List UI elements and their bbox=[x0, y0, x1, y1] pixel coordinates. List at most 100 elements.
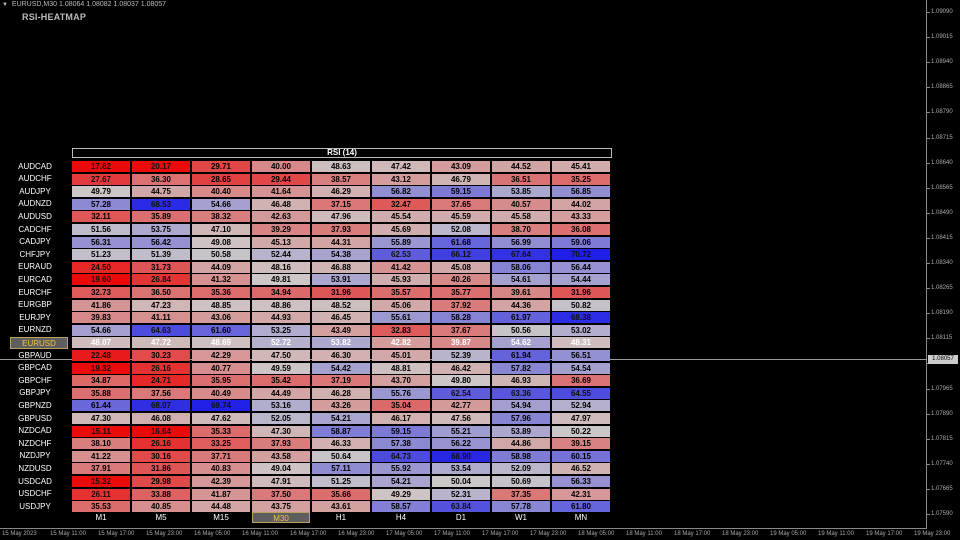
rsi-cell[interactable]: 58.87 bbox=[312, 425, 370, 437]
rsi-cell[interactable]: 46.45 bbox=[312, 312, 370, 324]
rsi-cell[interactable]: 34.94 bbox=[252, 287, 310, 298]
rsi-cell[interactable]: 33.88 bbox=[132, 488, 190, 500]
rsi-cell[interactable]: 54.94 bbox=[492, 400, 550, 412]
rsi-cell[interactable]: 44.93 bbox=[252, 312, 310, 324]
rsi-cell[interactable]: 55.61 bbox=[372, 312, 430, 324]
rsi-cell[interactable]: 67.64 bbox=[492, 249, 550, 261]
rsi-cell[interactable]: 24.71 bbox=[132, 375, 190, 387]
rsi-cell[interactable]: 43.06 bbox=[192, 312, 250, 324]
rsi-cell[interactable]: 47.91 bbox=[252, 476, 310, 487]
rsi-cell[interactable]: 43.12 bbox=[372, 173, 430, 185]
rsi-cell[interactable]: 68.53 bbox=[132, 198, 190, 210]
rsi-cell[interactable]: 45.01 bbox=[372, 350, 430, 361]
rsi-cell[interactable]: 45.08 bbox=[432, 261, 490, 273]
rsi-cell[interactable]: 32.11 bbox=[72, 211, 130, 223]
timeframe-label-d1[interactable]: D1 bbox=[455, 513, 467, 522]
rsi-cell[interactable]: 50.04 bbox=[432, 476, 490, 487]
timeframe-label-m5[interactable]: M5 bbox=[155, 513, 167, 522]
rsi-cell[interactable]: 43.70 bbox=[372, 375, 430, 387]
rsi-cell[interactable]: 53.91 bbox=[312, 274, 370, 286]
symbol-label-gbpchf[interactable]: GBPCHF bbox=[18, 375, 52, 385]
rsi-cell[interactable]: 42.77 bbox=[432, 400, 490, 412]
rsi-cell[interactable]: 16.64 bbox=[132, 425, 190, 437]
rsi-cell[interactable]: 55.21 bbox=[432, 425, 490, 437]
rsi-cell[interactable]: 53.89 bbox=[492, 425, 550, 437]
rsi-cell[interactable]: 48.86 bbox=[252, 299, 310, 311]
rsi-cell[interactable]: 69.74 bbox=[192, 400, 250, 412]
rsi-cell[interactable]: 47.96 bbox=[312, 211, 370, 223]
rsi-cell[interactable]: 60.15 bbox=[552, 450, 610, 462]
symbol-label-gbpcad[interactable]: GBPCAD bbox=[18, 363, 52, 373]
symbol-label-cadjpy[interactable]: CADJPY bbox=[19, 237, 51, 247]
symbol-label-eurusd[interactable]: EURUSD bbox=[10, 336, 68, 349]
rsi-cell[interactable]: 57.78 bbox=[492, 501, 550, 513]
rsi-cell[interactable]: 56.51 bbox=[552, 350, 610, 361]
rsi-cell[interactable]: 61.44 bbox=[72, 400, 130, 412]
rsi-cell[interactable]: 47.30 bbox=[72, 413, 130, 424]
rsi-cell[interactable]: 22.48 bbox=[72, 350, 130, 361]
rsi-cell[interactable]: 38.70 bbox=[492, 224, 550, 235]
rsi-cell[interactable]: 38.57 bbox=[312, 173, 370, 185]
rsi-cell[interactable]: 64.63 bbox=[132, 324, 190, 336]
rsi-cell[interactable]: 56.85 bbox=[552, 186, 610, 198]
rsi-cell[interactable]: 15.32 bbox=[72, 476, 130, 487]
rsi-cell[interactable]: 19.32 bbox=[72, 362, 130, 374]
rsi-cell[interactable]: 57.82 bbox=[492, 362, 550, 374]
rsi-cell[interactable]: 36.50 bbox=[132, 287, 190, 298]
rsi-cell[interactable]: 20.17 bbox=[132, 161, 190, 172]
rsi-cell[interactable]: 45.69 bbox=[372, 224, 430, 235]
rsi-cell[interactable]: 58.98 bbox=[492, 450, 550, 462]
rsi-cell[interactable]: 43.49 bbox=[312, 324, 370, 336]
timeframe-label-m1[interactable]: M1 bbox=[95, 513, 107, 522]
rsi-cell[interactable]: 53.02 bbox=[552, 324, 610, 336]
rsi-cell[interactable]: 56.82 bbox=[372, 186, 430, 198]
rsi-cell[interactable]: 57.11 bbox=[312, 463, 370, 475]
rsi-cell[interactable]: 29.98 bbox=[132, 476, 190, 487]
rsi-cell[interactable]: 26.11 bbox=[72, 488, 130, 500]
rsi-cell[interactable]: 56.99 bbox=[492, 236, 550, 248]
rsi-cell[interactable]: 46.29 bbox=[312, 186, 370, 198]
rsi-cell[interactable]: 46.88 bbox=[312, 261, 370, 273]
rsi-cell[interactable]: 35.25 bbox=[552, 173, 610, 185]
rsi-cell[interactable]: 49.08 bbox=[192, 236, 250, 248]
rsi-cell[interactable]: 51.56 bbox=[72, 224, 130, 235]
rsi-cell[interactable]: 40.85 bbox=[132, 501, 190, 513]
rsi-cell[interactable]: 52.44 bbox=[252, 249, 310, 261]
timeframe-label-h4[interactable]: H4 bbox=[395, 513, 407, 522]
rsi-cell[interactable]: 41.32 bbox=[192, 274, 250, 286]
rsi-cell[interactable]: 54.66 bbox=[72, 324, 130, 336]
rsi-cell[interactable]: 44.02 bbox=[552, 198, 610, 210]
rsi-cell[interactable]: 49.79 bbox=[72, 186, 130, 198]
rsi-cell[interactable]: 48.52 bbox=[312, 299, 370, 311]
rsi-cell[interactable]: 45.59 bbox=[432, 211, 490, 223]
rsi-cell[interactable]: 61.60 bbox=[192, 324, 250, 336]
rsi-cell[interactable]: 54.62 bbox=[492, 337, 550, 349]
rsi-cell[interactable]: 35.95 bbox=[192, 375, 250, 387]
rsi-cell[interactable]: 36.08 bbox=[552, 224, 610, 235]
rsi-cell[interactable]: 39.61 bbox=[492, 287, 550, 298]
rsi-cell[interactable]: 54.42 bbox=[312, 362, 370, 374]
rsi-cell[interactable]: 44.75 bbox=[132, 186, 190, 198]
rsi-cell[interactable]: 48.63 bbox=[312, 161, 370, 172]
rsi-cell[interactable]: 43.26 bbox=[312, 400, 370, 412]
rsi-cell[interactable]: 44.09 bbox=[192, 261, 250, 273]
rsi-cell[interactable]: 32.47 bbox=[372, 198, 430, 210]
symbol-label-nzdusd[interactable]: NZDUSD bbox=[18, 463, 52, 473]
rsi-cell[interactable]: 40.26 bbox=[432, 274, 490, 286]
rsi-cell[interactable]: 31.73 bbox=[132, 261, 190, 273]
symbol-label-chfjpy[interactable]: CHFJPY bbox=[19, 249, 51, 259]
rsi-cell[interactable]: 68.38 bbox=[552, 312, 610, 324]
timeframe-label-h1[interactable]: H1 bbox=[335, 513, 347, 522]
rsi-cell[interactable]: 54.66 bbox=[192, 198, 250, 210]
rsi-cell[interactable]: 44.86 bbox=[492, 438, 550, 450]
rsi-cell[interactable]: 46.33 bbox=[312, 438, 370, 450]
rsi-cell[interactable]: 54.21 bbox=[312, 413, 370, 424]
rsi-cell[interactable]: 52.39 bbox=[432, 350, 490, 361]
rsi-cell[interactable]: 42.29 bbox=[192, 350, 250, 361]
rsi-cell[interactable]: 30.23 bbox=[132, 350, 190, 361]
rsi-cell[interactable]: 57.38 bbox=[372, 438, 430, 450]
rsi-cell[interactable]: 46.52 bbox=[552, 463, 610, 475]
rsi-cell[interactable]: 39.29 bbox=[252, 224, 310, 235]
rsi-cell[interactable]: 50.82 bbox=[552, 299, 610, 311]
rsi-cell[interactable]: 47.62 bbox=[192, 413, 250, 424]
